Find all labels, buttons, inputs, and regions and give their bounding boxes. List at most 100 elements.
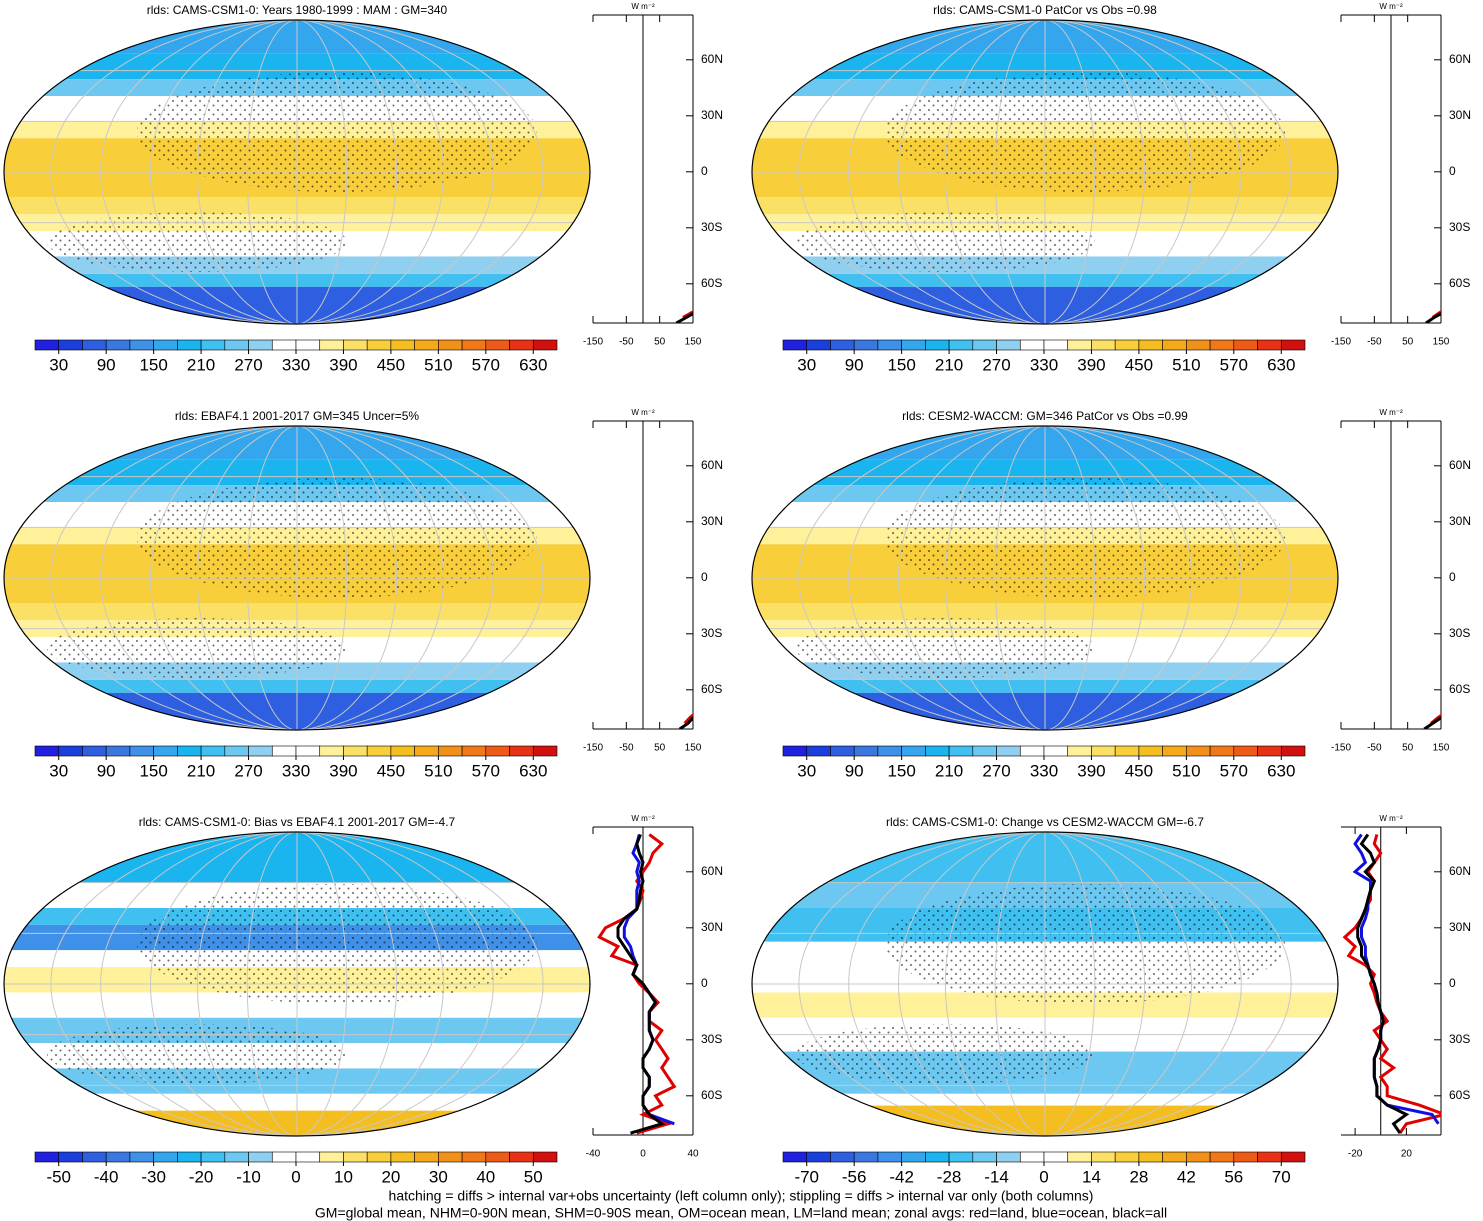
colorbar-box [1114, 339, 1140, 351]
panel-title: rlds: CAMS-CSM1-0: Years 1980-1999 : MAM… [147, 3, 448, 17]
y-tick-label: 60N [701, 864, 723, 878]
colorbar-box [996, 745, 1021, 757]
colorbar-box [532, 1151, 558, 1163]
x-tick-label: 20 [1401, 1149, 1413, 1160]
colorbar-box [1067, 1151, 1092, 1163]
y-tick-label: 30N [1449, 920, 1471, 934]
colorbar-box [129, 745, 154, 757]
zonal-line [1425, 311, 1441, 323]
colorbar-label: 90 [97, 355, 116, 374]
colorbar-label: 570 [472, 355, 500, 374]
colorbar-box [1233, 339, 1258, 351]
colorbar-box [1043, 1151, 1069, 1163]
map [4, 20, 590, 324]
colorbar-label: -30 [141, 1167, 166, 1186]
colorbar-box [248, 745, 273, 757]
colorbar-box [925, 1151, 950, 1163]
stippling [885, 72, 1285, 192]
y-tick-label: 30S [1449, 220, 1470, 234]
x-tick-label: -150 [583, 743, 603, 754]
map-meridian [848, 426, 1242, 730]
colorbar-box [1091, 745, 1116, 757]
stippling [137, 884, 537, 1004]
colorbar-box [1280, 745, 1306, 757]
colorbar-box [830, 339, 855, 351]
y-tick-label: 60N [701, 52, 723, 66]
colorbar-box [485, 339, 510, 351]
panel-title: rlds: CAMS-CSM1-0 PatCor vs Obs =0.98 [933, 3, 1157, 17]
colorbar-label: 450 [1125, 355, 1153, 374]
colorbar-box [366, 1151, 392, 1163]
colorbar-box [485, 745, 510, 757]
colorbar-box [461, 339, 487, 351]
map-meridian [994, 832, 1096, 1136]
colorbar-label: 90 [845, 761, 864, 780]
map-meridian [848, 832, 1242, 1136]
footer-line: GM=global mean, NHM=0-90N mean, SHM=0-90… [315, 1205, 1167, 1221]
colorbar-box [806, 1151, 831, 1163]
y-tick-label: 30S [1449, 1032, 1470, 1046]
colorbar-box [806, 745, 831, 757]
colorbar-label: 150 [139, 355, 167, 374]
colorbar-label: 390 [1077, 355, 1105, 374]
panel-title: rlds: EBAF4.1 2001-2017 GM=345 Uncer=5% [175, 409, 419, 423]
colorbar-label: 510 [1172, 355, 1200, 374]
map [4, 426, 590, 730]
x-tick-label: 150 [1433, 743, 1450, 754]
y-tick-label: 0 [701, 164, 708, 178]
map [752, 832, 1338, 1136]
colorbar-box [248, 1151, 273, 1163]
map-meridian [944, 832, 1146, 1136]
x-tick-label: -150 [583, 337, 603, 348]
x-tick-label: 50 [1402, 743, 1414, 754]
colorbar-box [129, 1151, 154, 1163]
colorbar-box [414, 745, 439, 757]
map-meridian [994, 426, 1096, 730]
colorbar-box [1257, 339, 1282, 351]
zonal-line [616, 833, 666, 1135]
colorbar-label: -20 [189, 1167, 214, 1186]
colorbar-label: 210 [935, 355, 963, 374]
colorbar-label: 10 [334, 1167, 353, 1186]
colorbar-box [58, 339, 83, 351]
colorbar-box [1019, 745, 1045, 757]
map-meridian [246, 832, 348, 1136]
x-tick-label: -50 [619, 743, 634, 754]
colorbar-box [996, 1151, 1021, 1163]
map-border [3, 19, 591, 325]
colorbar-label: -28 [937, 1167, 962, 1186]
colorbar-label: 450 [1125, 761, 1153, 780]
colorbar-label: -14 [984, 1167, 1009, 1186]
colorbar-box [295, 339, 321, 351]
x-tick-label: -40 [586, 1149, 601, 1160]
colorbar-label: 450 [377, 761, 405, 780]
colorbar-box [853, 339, 879, 351]
map-meridian [944, 426, 1146, 730]
colorbar-box [438, 1151, 463, 1163]
x-tick-label: -50 [1367, 743, 1382, 754]
colorbar-box [153, 339, 178, 351]
map-border [3, 831, 591, 1137]
colorbar-box [1209, 339, 1235, 351]
map-meridian [246, 426, 348, 730]
colorbar-box [82, 339, 107, 351]
colorbar-box [390, 745, 415, 757]
y-tick-label: 0 [701, 570, 708, 584]
y-tick-label: 30S [701, 1032, 722, 1046]
colorbar-label: 30 [797, 355, 816, 374]
y-tick-label: 60N [1449, 458, 1471, 472]
colorbar-label: 40 [476, 1167, 495, 1186]
map-meridian [196, 20, 398, 324]
map-meridian [898, 426, 1192, 730]
colorbar-label: 210 [935, 761, 963, 780]
colorbar-box [901, 745, 926, 757]
colorbar-box [853, 745, 879, 757]
stippling [795, 1024, 1095, 1084]
colorbar-box [319, 745, 344, 757]
colorbar-box [1067, 745, 1092, 757]
stippling [47, 618, 347, 678]
map-border [751, 831, 1339, 1137]
colorbar-box [1186, 1151, 1211, 1163]
colorbar-label: 510 [424, 761, 452, 780]
